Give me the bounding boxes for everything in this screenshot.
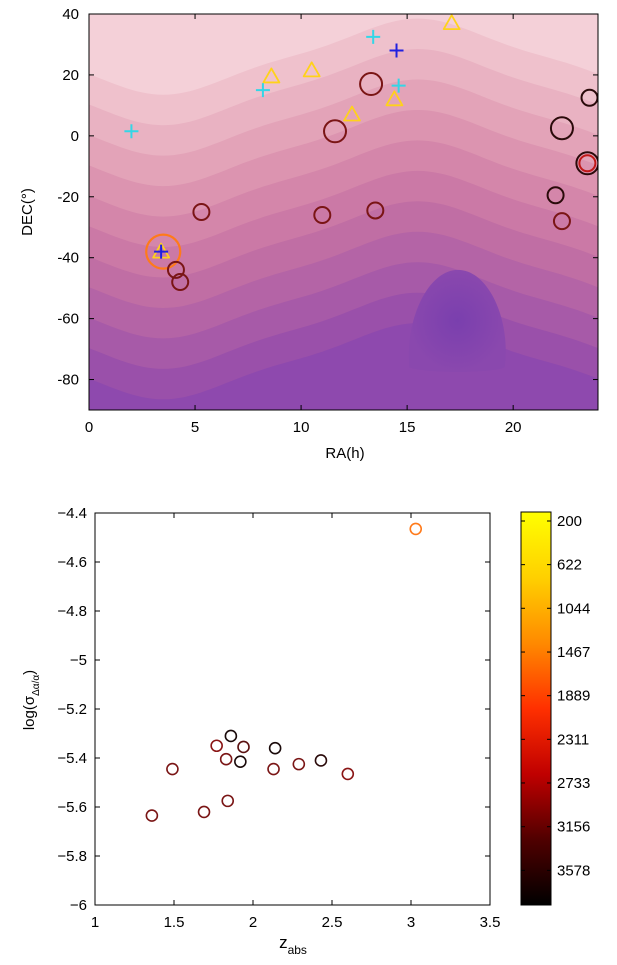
scatter-point-5 — [221, 794, 235, 808]
scatter-y-tick-label-4: −5.2 — [57, 701, 87, 718]
scatter-y-tick-label-7: −5.8 — [57, 848, 87, 865]
scatter-point-10 — [268, 741, 282, 755]
scatter-y-tick-label-8: −6 — [70, 897, 87, 914]
scatter-x-tick-label-1: 1.5 — [164, 914, 185, 931]
scatter-x-tick-label-2: 2 — [249, 914, 257, 931]
colorbar-gradient — [520, 511, 552, 906]
sky-circle-marker-4 — [313, 206, 332, 225]
sky-plus-marker-4 — [389, 43, 404, 58]
colorbar-tick-label-5: 2311 — [557, 731, 589, 748]
colorbar-tick-label-1: 622 — [557, 557, 582, 574]
sky-triangle-marker-5 — [442, 14, 461, 31]
contour-minimum-basin — [408, 269, 506, 372]
sky-circle-marker-9 — [549, 116, 574, 141]
scatter-x-tick-label-5: 3.5 — [480, 914, 501, 931]
sky-x-tick-label-1: 5 — [191, 419, 199, 436]
sky-triangle-marker-1 — [262, 67, 281, 84]
colorbar-tick-label-7: 3156 — [557, 819, 590, 836]
sky-x-tick-label-0: 0 — [85, 419, 93, 436]
sky-circle-marker-6 — [359, 72, 384, 97]
sky-plus-marker-1 — [255, 83, 270, 98]
scatter-point-3 — [210, 739, 223, 753]
scatter-point-11 — [292, 757, 306, 771]
sky-x-tick-label-2: 10 — [293, 419, 310, 436]
scatter-point-7 — [234, 755, 247, 768]
scatter-y-tick-label-3: −5 — [70, 652, 87, 669]
scatter-y-tick-label-6: −5.6 — [57, 799, 87, 816]
scatter-y-label-main: log(σ — [21, 695, 38, 730]
scatter-y-tick-label-5: −5.4 — [57, 750, 87, 767]
sky-y-tick-label-6: -80 — [57, 372, 79, 389]
sky-circle-marker-8 — [546, 186, 565, 205]
sky-circle-marker-5 — [323, 119, 348, 144]
scatter-x-tick-label-3: 2.5 — [322, 914, 343, 931]
scatter-y-tick-label-2: −4.8 — [57, 603, 87, 620]
scatter-point-8 — [237, 740, 250, 754]
scatter-x-label: zabs — [279, 933, 307, 957]
sky-plus-marker-3 — [391, 78, 406, 93]
sky-map-x-ticks: 0 5 10 15 20 — [85, 14, 522, 436]
scatter-point-1 — [166, 762, 179, 776]
sky-circle-marker-12 — [575, 151, 598, 176]
scatter-plot-area — [95, 513, 490, 905]
sky-triangle-marker-2 — [302, 61, 321, 78]
scatter-x-label-main: z — [279, 933, 288, 952]
sky-circle-marker-0 — [145, 233, 182, 270]
scatter-point-12 — [314, 754, 328, 767]
scatter-y-label-subscript: Δα/α — [31, 675, 42, 696]
sky-map-y-label: DEC(°) — [19, 188, 36, 236]
scatter-point-9 — [267, 762, 280, 776]
sky-map-frame — [88, 13, 599, 411]
sky-x-tick-label-3: 15 — [399, 419, 416, 436]
scatter-y-label: log(σΔα/α) — [21, 670, 42, 730]
scatter-x-tick-label-0: 1 — [91, 914, 99, 931]
sky-y-tick-label-1: 20 — [62, 67, 79, 84]
scatter-point-13 — [341, 767, 355, 781]
sky-y-tick-label-4: -40 — [57, 250, 79, 267]
colorbar-tick-label-6: 2733 — [557, 775, 590, 792]
sky-circle-marker-10 — [552, 212, 571, 231]
scatter-point-0 — [145, 809, 159, 822]
scatter-y-ticks: −4.4 −4.6 −4.8 −5 −5.2 −5.4 −5.6 −5.8 −6 — [57, 505, 490, 914]
scatter-y-tick-label-1: −4.6 — [57, 554, 87, 571]
sky-y-tick-label-2: 0 — [71, 128, 79, 145]
sky-y-tick-label-0: 40 — [62, 6, 79, 23]
colorbar-tick-label-8: 3578 — [557, 862, 590, 879]
scatter-points — [145, 522, 423, 822]
colorbar-tick-label-3: 1467 — [557, 644, 590, 661]
scatter-y-label-close: ) — [21, 670, 38, 675]
sky-x-tick-label-4: 20 — [505, 419, 522, 436]
sky-map-panel: 0 5 10 15 20 40 20 0 -20 -40 -60 -80 RA(h) DEC(°) — [19, 6, 599, 462]
contour-background — [89, 14, 598, 410]
sky-triangle-marker-4 — [385, 90, 404, 107]
colorbar-ticks: 200 622 1044 1467 1889 2311 2733 3156 3578 — [521, 513, 590, 879]
sky-y-tick-label-3: -20 — [57, 189, 79, 206]
sky-plus-marker-2 — [366, 29, 381, 44]
sigma-vs-redshift-panel: 1 1.5 2 2.5 3 3.5 −4.4−4.6−4.8−5−5.2−5.4−5.6−… — [21, 505, 590, 957]
sky-triangle-marker-3 — [343, 105, 361, 122]
sky-map-markers — [124, 14, 598, 292]
scatter-y-tick-label-0: −4.4 — [57, 505, 87, 522]
scatter-x-label-subscript: abs — [288, 943, 307, 957]
sky-circle-marker-13 — [578, 154, 597, 173]
sky-circle-marker-3 — [192, 203, 211, 221]
sky-map-y-ticks: 40 20 0 -20 -40 -60 -80 — [57, 6, 598, 389]
sky-y-tick-label-5: -60 — [57, 311, 79, 328]
scatter-point-2 — [197, 805, 211, 819]
colorbar-tick-label-4: 1889 — [557, 688, 590, 705]
sky-plus-marker-0 — [124, 124, 139, 139]
sky-circle-marker-2 — [171, 273, 190, 292]
colorbar-tick-label-2: 1044 — [557, 600, 590, 617]
scatter-x-tick-label-4: 3 — [407, 914, 415, 931]
sky-circle-marker-1 — [166, 260, 185, 279]
scatter-point-6 — [224, 729, 238, 743]
sky-map-x-label: RA(h) — [325, 445, 364, 462]
scatter-x-ticks: 1 1.5 2 2.5 3 3.5 — [91, 513, 501, 931]
scatter-point-4 — [219, 752, 233, 766]
sky-plus-marker-5 — [154, 244, 169, 259]
sky-circle-marker-7 — [366, 201, 385, 220]
colorbar-tick-label-0: 200 — [557, 513, 582, 530]
scatter-point-14 — [409, 522, 423, 536]
